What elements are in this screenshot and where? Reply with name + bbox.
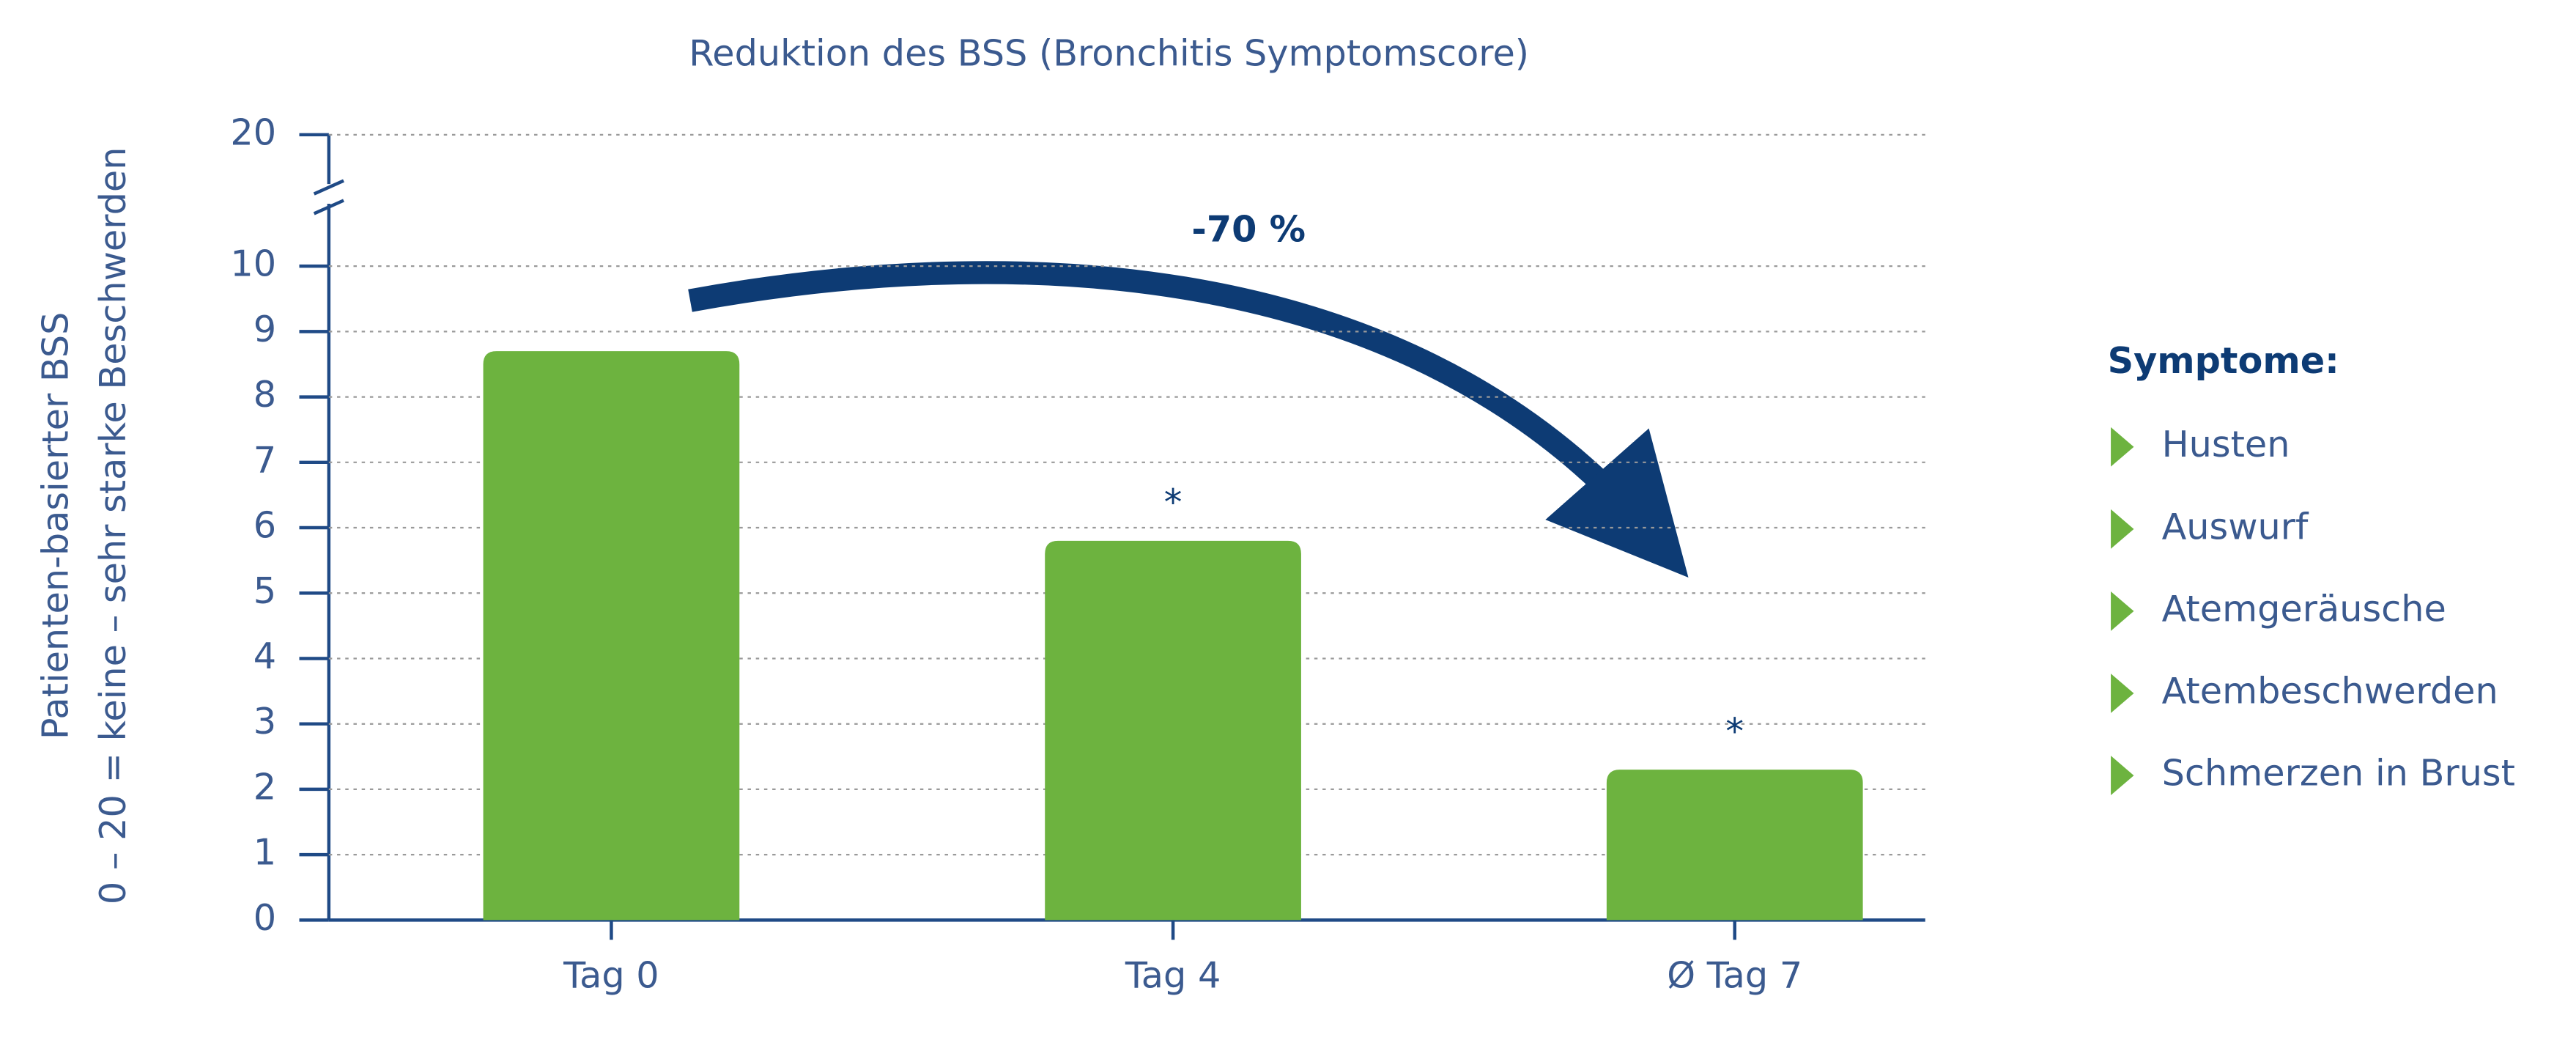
y-tick-label: 4 (253, 635, 276, 677)
legend-label: Atembeschwerden (2162, 670, 2498, 712)
y-axis-label: 0 – 20 = keine – sehr starke Beschwerden (92, 147, 134, 905)
legend-label: Atemgeräusche (2162, 587, 2446, 630)
y-tick-label: 2 (253, 765, 276, 808)
x-tick-label: Ø Tag 7 (1667, 954, 1802, 996)
chart-title: Reduktion des BSS (Bronchitis Symptomsco… (689, 32, 1529, 75)
x-tick-label: Tag 0 (563, 954, 659, 996)
axis-break (313, 199, 344, 215)
y-tick-label: 0 (253, 896, 276, 939)
reduction-arrow (688, 261, 1689, 578)
legend-marker (2111, 591, 2134, 631)
legend-marker (2111, 509, 2134, 549)
significance-marker: * (1164, 481, 1182, 523)
legend-marker (2111, 674, 2134, 713)
legend-marker (2111, 427, 2134, 467)
y-tick-label: 1 (253, 831, 276, 874)
y-tick-label: 10 (230, 243, 276, 285)
bar (483, 351, 740, 921)
legend-label: Schmerzen in Brust (2162, 752, 2515, 794)
legend-marker (2111, 756, 2134, 795)
significance-marker: * (1725, 709, 1744, 752)
y-axis-label: Patienten-basierter BSS (34, 312, 76, 740)
y-tick-label: 5 (253, 569, 276, 612)
axis-break (313, 179, 344, 196)
annotation: -70 % (1191, 208, 1306, 251)
bar (1606, 770, 1863, 921)
legend-label: Auswurf (2162, 505, 2309, 547)
legend-label: Husten (2162, 423, 2290, 465)
y-tick-label: 6 (253, 504, 276, 547)
bar (1045, 540, 1301, 921)
y-tick-label: 8 (253, 373, 276, 416)
y-tick-label: 7 (253, 438, 276, 481)
x-tick-label: Tag 4 (1125, 954, 1221, 996)
legend-title: Symptome: (2108, 339, 2339, 382)
y-tick-label: 20 (230, 111, 276, 153)
y-tick-label: 9 (253, 308, 276, 350)
y-tick-label: 3 (253, 700, 276, 742)
